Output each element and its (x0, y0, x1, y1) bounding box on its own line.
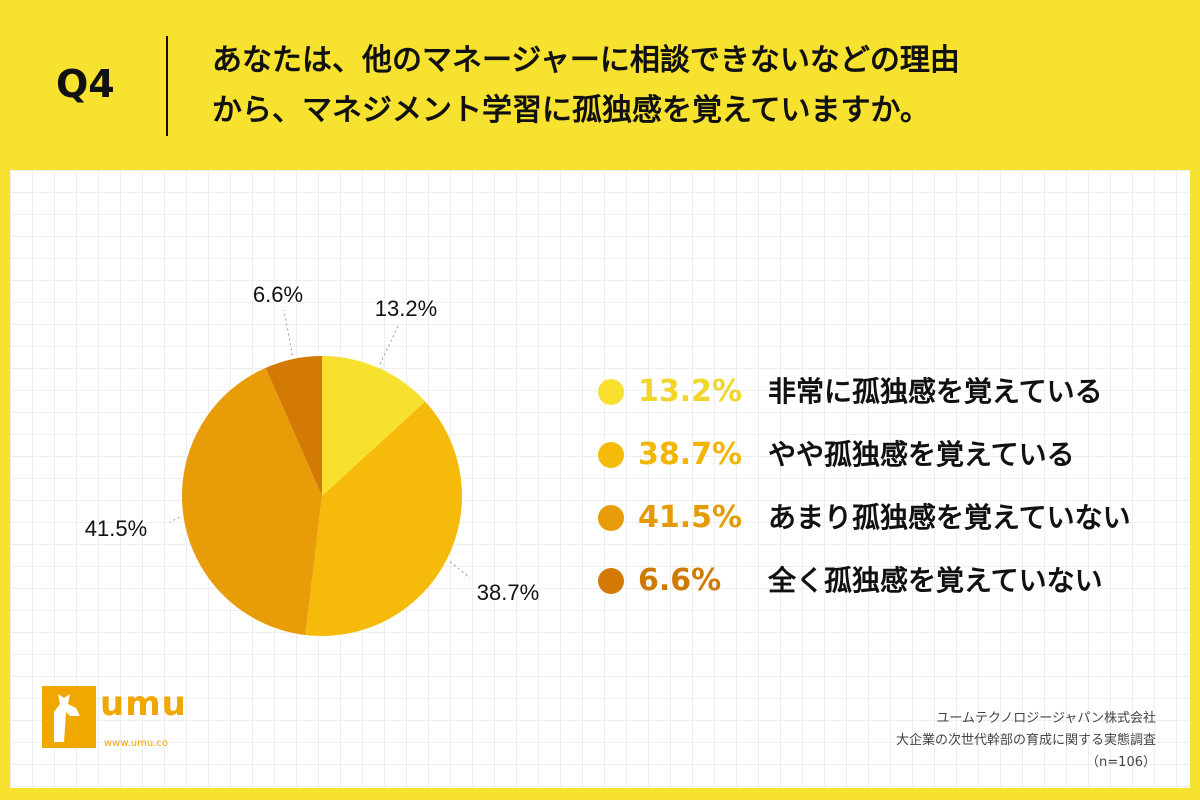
legend: 13.2% 非常に孤独感を覚えている 38.7% やや孤独感を覚えている 41.5% あま… (598, 370, 1178, 622)
legend-percent: 13.2% (638, 374, 743, 409)
umu-logo: umu www.umu.co (40, 682, 220, 762)
slice-label-1: 13.2% (375, 296, 437, 321)
slice-label-4: 6.6% (253, 282, 303, 307)
leader-line-4 (283, 309, 293, 356)
question-line-2: から、マネジメント学習に孤独感を覚えていますか。 (212, 93, 930, 128)
legend-label: やや孤独感を覚えている (768, 438, 1075, 471)
leader-line-2 (449, 561, 471, 579)
legend-item: 13.2% 非常に孤独感を覚えている (598, 370, 1178, 433)
legend-percent: 6.6% (638, 563, 722, 598)
pie-slice-4 (265, 356, 322, 496)
legend-item: 38.7% やや孤独感を覚えている (598, 433, 1178, 496)
source-survey: 大企業の次世代幹部の育成に関する実態調査 (895, 733, 1156, 748)
slice-label-2: 38.7% (477, 580, 539, 605)
question-number: Q4 (56, 62, 115, 106)
source-sample: （n=106） (1086, 755, 1156, 770)
header: Q4 あなたは、他のマネージャーに相談できないなどの理由 から、マネジメント学習… (0, 0, 1200, 168)
leader-line-3 (169, 516, 180, 523)
logo-url: www.umu.co (104, 738, 169, 749)
source-note: ユームテクノロジージャパン株式会社 大企業の次世代幹部の育成に関する実態調査 （… (896, 708, 1156, 774)
legend-dot (598, 442, 624, 468)
legend-dot (598, 505, 624, 531)
pie-slice-1 (322, 356, 426, 496)
legend-label: あまり孤独感を覚えていない (768, 501, 1131, 534)
slice-label-3: 41.5% (85, 516, 147, 541)
legend-item: 41.5% あまり孤独感を覚えていない (598, 496, 1178, 559)
leader-line-1 (379, 325, 399, 365)
question-line-1: あなたは、他のマネージャーに相談できないなどの理由 (212, 43, 960, 78)
question-text: あなたは、他のマネージャーに相談できないなどの理由 から、マネジメント学習に孤独… (212, 36, 1172, 136)
legend-percent: 38.7% (638, 437, 743, 472)
legend-dot (598, 568, 624, 594)
logo-text: umu (100, 684, 187, 724)
header-divider (166, 36, 168, 136)
pie-slice-3 (182, 367, 322, 636)
legend-dot (598, 379, 624, 405)
legend-label: 非常に孤独感を覚えている (768, 375, 1103, 408)
legend-label: 全く孤独感を覚えていない (768, 564, 1103, 597)
legend-item: 6.6% 全く孤独感を覚えていない (598, 559, 1178, 622)
source-company: ユームテクノロジージャパン株式会社 (936, 711, 1156, 726)
legend-percent: 41.5% (638, 500, 743, 535)
giraffe-logo-icon (42, 686, 96, 748)
pie-slice-2 (305, 401, 462, 636)
